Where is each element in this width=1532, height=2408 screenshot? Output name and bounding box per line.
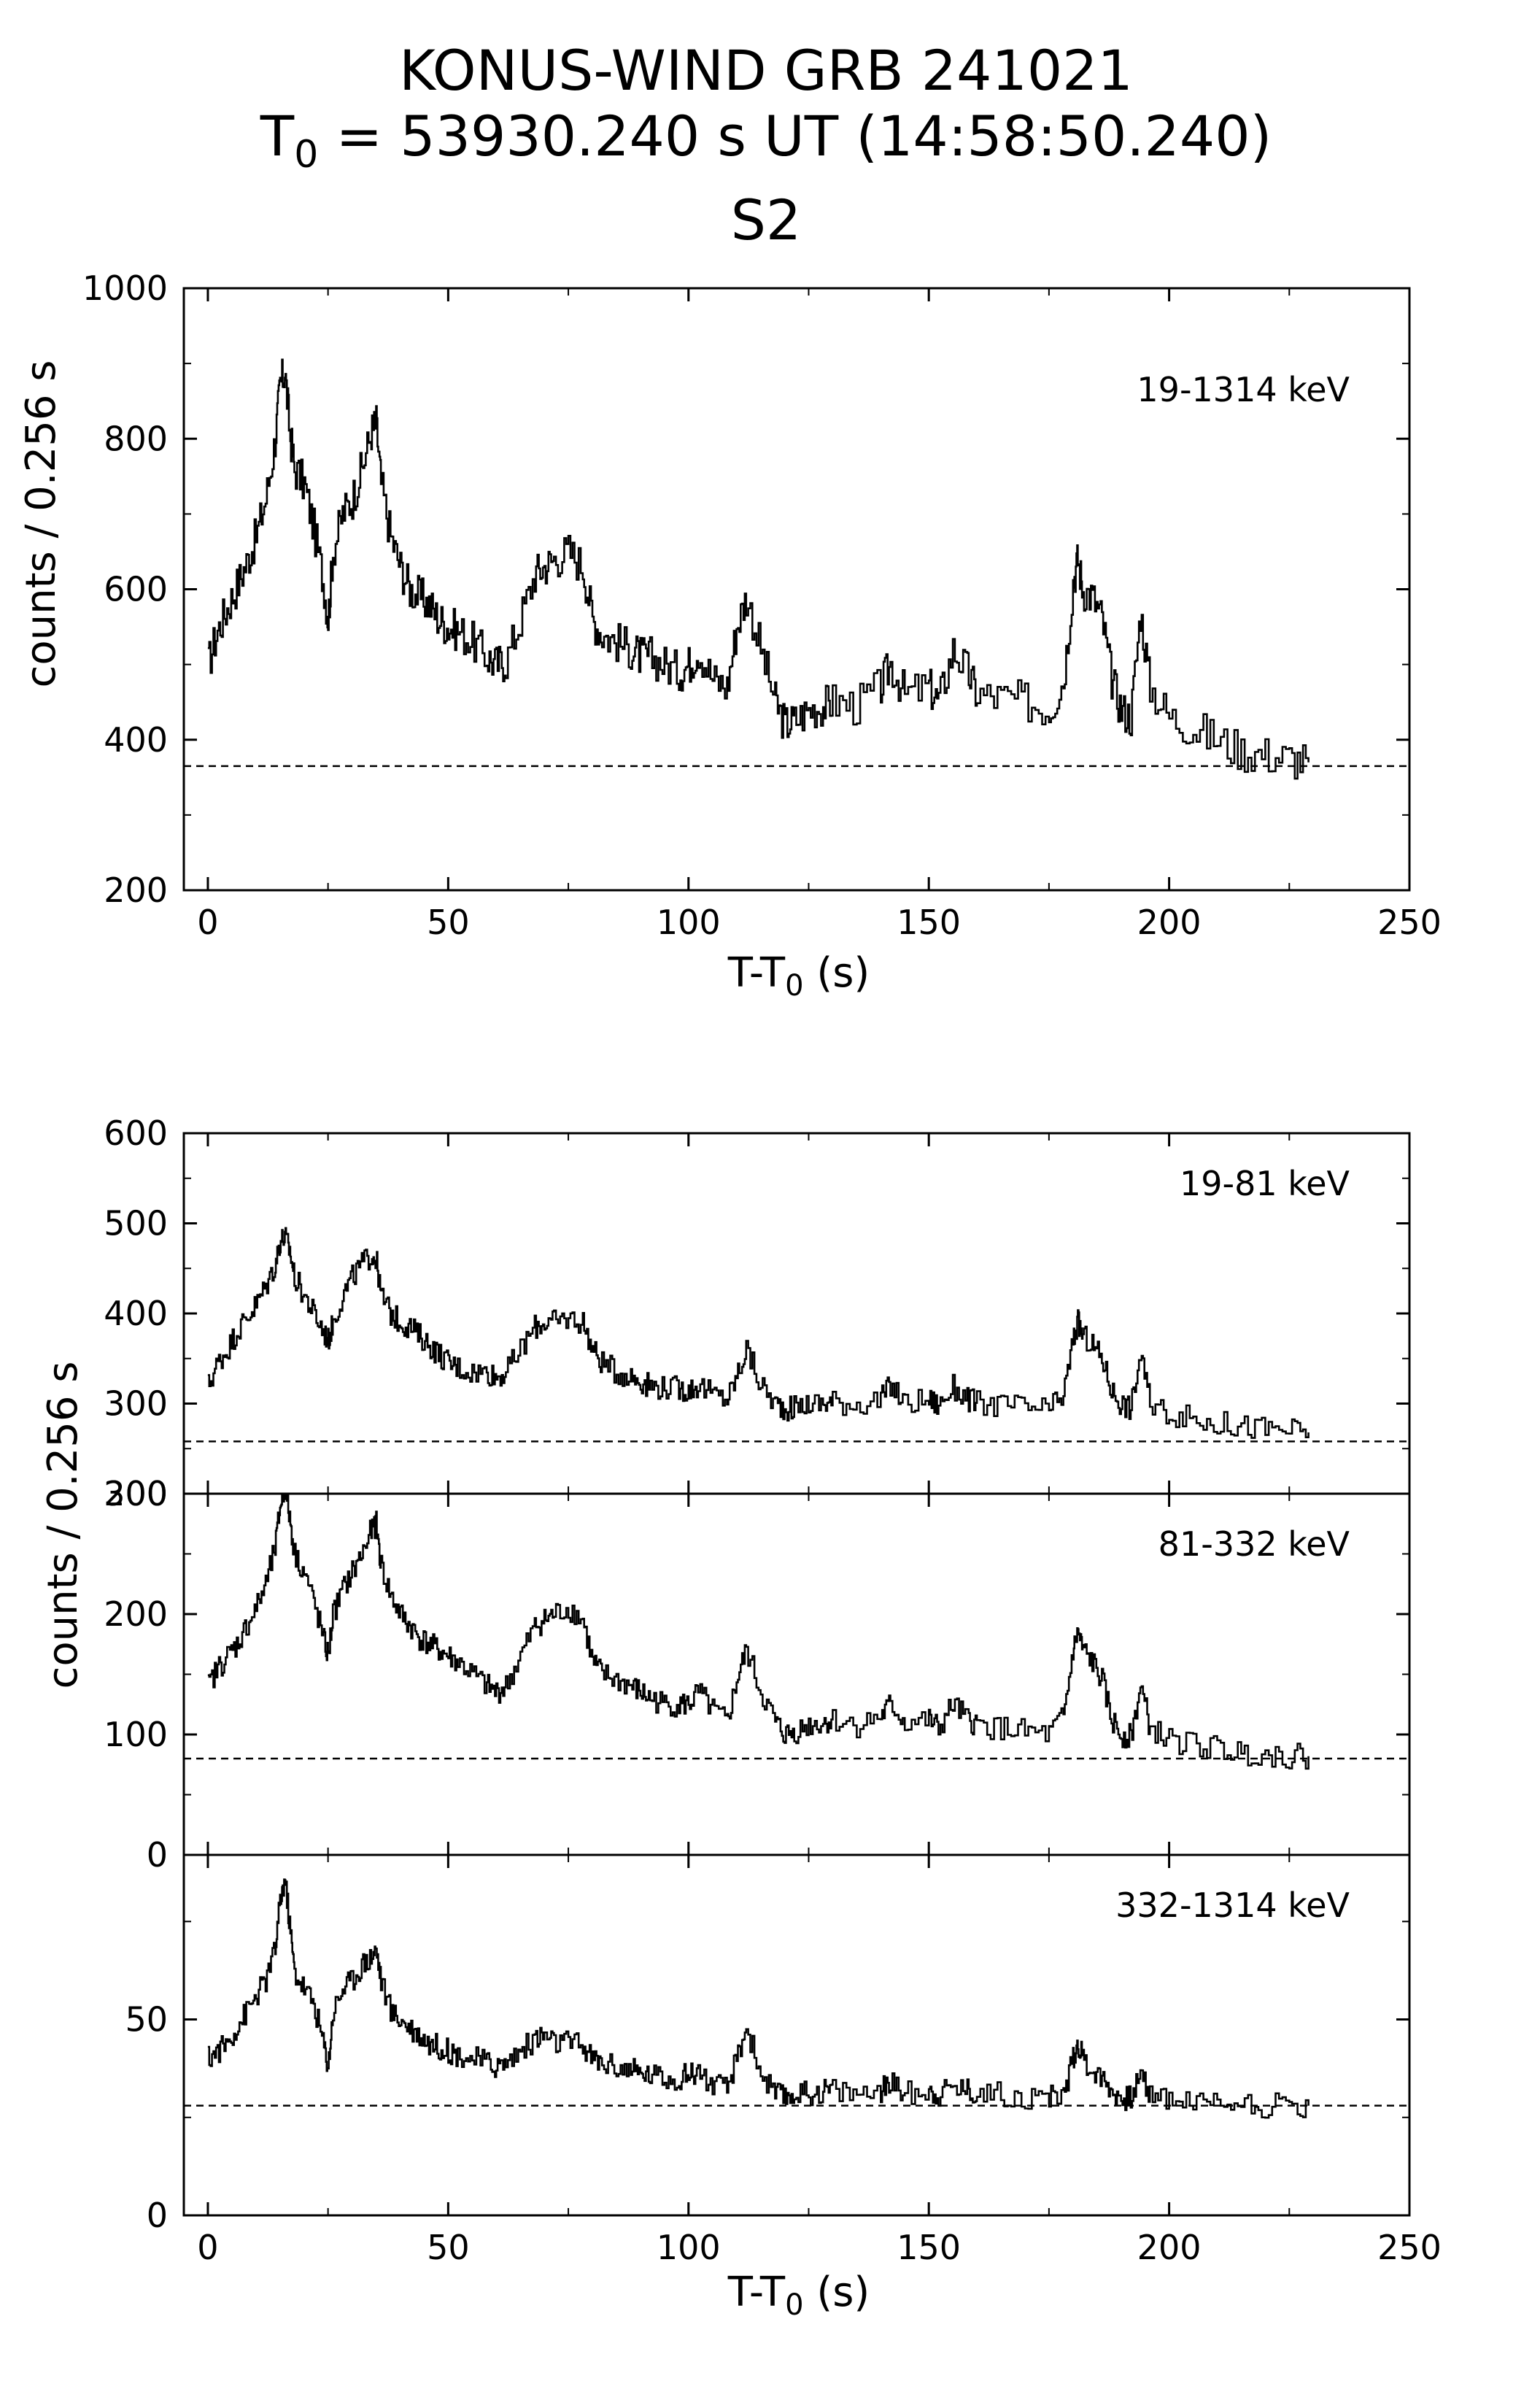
x-tick-label: 0 <box>197 903 218 942</box>
x-tick-label: 200 <box>1137 903 1202 942</box>
series-line-band-3 <box>207 1878 1309 2119</box>
x-tick-label: 100 <box>657 2228 721 2267</box>
y-tick-label-band-1: 600 <box>104 1114 168 1153</box>
series-line-band-2 <box>207 1494 1309 1770</box>
series-line-band-1 <box>207 1227 1309 1439</box>
series-line-top <box>207 358 1309 780</box>
y-tick-label-band-3: 0 <box>147 2196 168 2235</box>
x-tick-label: 0 <box>197 2228 218 2267</box>
x-tick-label: 50 <box>427 2228 470 2267</box>
x-tick-label: 50 <box>427 903 470 942</box>
y-tick-label-top: 600 <box>104 570 168 609</box>
chart-subtitle-t0: T0 = 53930.240 s UT (14:58:50.240) <box>0 104 1532 188</box>
y-tick-label-top: 800 <box>104 419 168 458</box>
top-ylabel: counts / 0.256 s <box>18 360 65 688</box>
band-label-band-2: 81-332 keV <box>1158 1524 1350 1564</box>
band-label-band-3: 332-1314 keV <box>1115 1886 1350 1925</box>
y-tick-label-band-1: 300 <box>104 1384 168 1424</box>
panel-top: 200 400 600 800 1000 0 50 100 150 200 250 19-1314 k… <box>82 269 1442 942</box>
t0-subscript: 0 <box>294 133 319 177</box>
y-tick-label-band-1: 200 <box>104 1474 168 1513</box>
panel-band-3: 0 50 0 50 100 150 200 250 332-1314 keV <box>125 1853 1442 2267</box>
chart-title-block: KONUS-WIND GRB 241021 T0 = 53930.240 s U… <box>0 38 1532 253</box>
y-tick-label-band-1: 400 <box>104 1294 168 1333</box>
x-tick-label: 250 <box>1377 903 1442 942</box>
t0-prefix: T <box>260 104 295 169</box>
y-tick-label-top: 400 <box>104 720 168 760</box>
y-tick-label-band-2: 300 <box>104 1474 168 1513</box>
y-tick-label-band-2: 100 <box>104 1715 168 1754</box>
band-label-top: 19-1314 keV <box>1137 370 1350 409</box>
lower-ylabel: counts / 0.256 s <box>39 1362 87 1689</box>
panel-frame-band-3 <box>182 1853 1411 2217</box>
chart-subtitle-detector: S2 <box>730 188 802 253</box>
chart-title: KONUS-WIND GRB 241021 <box>399 38 1133 103</box>
t0-value: = 53930.240 s UT (14:58:50.240) <box>318 104 1272 169</box>
top-xlabel: T-T0 (s) <box>727 949 870 1003</box>
x-tick-label: 200 <box>1137 2228 1202 2267</box>
y-tick-label-band-2: 200 <box>104 1594 168 1634</box>
y-tick-label-band-2: 0 <box>147 1835 168 1875</box>
x-tick-label: 150 <box>897 2228 961 2267</box>
x-tick-label: 150 <box>897 903 961 942</box>
y-tick-label-top: 1000 <box>82 269 168 308</box>
bottom-xlabel: T-T0 (s) <box>727 2269 870 2322</box>
y-tick-label-band-3: 50 <box>125 2000 168 2040</box>
y-tick-label-band-1: 500 <box>104 1204 168 1243</box>
x-tick-label: 100 <box>657 903 721 942</box>
y-tick-label-top: 200 <box>104 871 168 910</box>
band-label-band-1: 19-81 keV <box>1180 1164 1350 1203</box>
x-tick-label: 250 <box>1377 2228 1442 2267</box>
